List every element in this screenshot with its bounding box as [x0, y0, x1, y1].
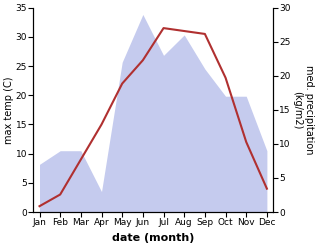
Y-axis label: med. precipitation
(kg/m2): med. precipitation (kg/m2): [292, 65, 314, 155]
Y-axis label: max temp (C): max temp (C): [4, 76, 14, 144]
X-axis label: date (month): date (month): [112, 233, 194, 243]
